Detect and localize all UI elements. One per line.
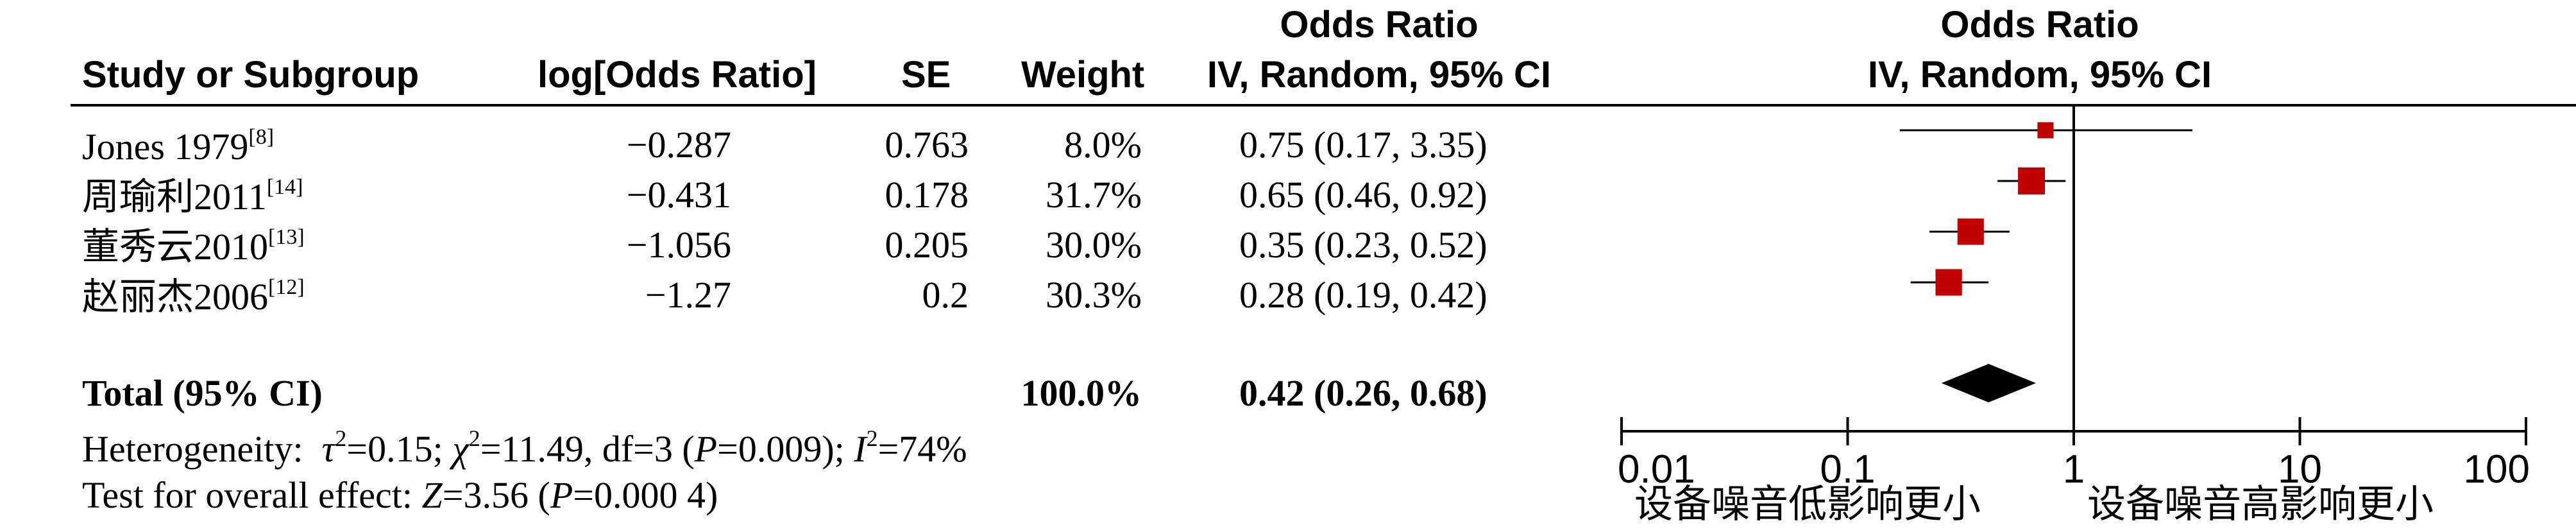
study-name: 周瑜利2011[14] (82, 175, 303, 218)
x-tick-label: 0.01 (1618, 447, 1695, 492)
study-name: 董秀云2010[13] (82, 225, 305, 268)
axis-label-right: 设备噪音高影响更小 (2087, 482, 2434, 527)
pooled-diamond (1941, 364, 2036, 402)
study-se: 0.205 (885, 224, 969, 266)
overall-effect-line: Test for overall effect: Z=3.56 (P=0.000… (82, 474, 718, 516)
x-tick-label: 10 (2278, 447, 2322, 492)
study-se: 0.2 (922, 274, 969, 316)
study-marker (1935, 269, 1962, 296)
x-tick-label: 100 (2464, 447, 2530, 492)
header-log-or: log[Odds Ratio] (538, 54, 817, 96)
study-weight: 30.0% (1046, 224, 1142, 266)
x-tick-label: 0.1 (1820, 447, 1875, 492)
header-se: SE (901, 54, 951, 96)
axis-label-left: 设备噪音低影响更小 (1634, 482, 1981, 527)
study-se: 0.178 (885, 174, 969, 216)
x-tick-label: 1 (2063, 447, 2085, 492)
study-name: Jones 1979[8] (82, 125, 275, 167)
total-weight: 100.0% (1021, 372, 1142, 414)
study-name: 赵丽杰2006[12] (82, 275, 305, 318)
study-marker (1957, 218, 1984, 245)
study-log-or: −1.27 (645, 274, 731, 316)
study-log-or: −1.056 (626, 224, 731, 266)
study-se: 0.763 (885, 124, 969, 166)
header-or-method: IV, Random, 95% CI (1207, 54, 1552, 96)
study-log-or: −0.431 (626, 174, 731, 216)
total-ci: 0.42 (0.26, 0.68) (1239, 372, 1487, 414)
total-label: Total (95% CI) (82, 372, 323, 414)
study-ci: 0.65 (0.46, 0.92) (1239, 174, 1487, 216)
study-ci: 0.28 (0.19, 0.42) (1239, 274, 1487, 316)
study-marker (2018, 167, 2046, 194)
study-weight: 8.0% (1064, 124, 1142, 166)
study-marker (2037, 122, 2054, 139)
study-log-or: −0.287 (626, 124, 731, 166)
heterogeneity-line: Heterogeneity: τ2=0.15; χ2=11.49, df=3 (… (82, 425, 967, 470)
study-ci: 0.35 (0.23, 0.52) (1239, 224, 1487, 266)
header-weight: Weight (1021, 54, 1145, 96)
header-study: Study or Subgroup (82, 54, 419, 96)
plot-header-method: IV, Random, 95% CI (1867, 54, 2212, 96)
study-weight: 31.7% (1046, 174, 1142, 216)
study-ci: 0.75 (0.17, 3.35) (1239, 124, 1487, 166)
plot-header-title: Odds Ratio (1940, 4, 2139, 46)
header-or-title: Odds Ratio (1280, 4, 1479, 46)
study-weight: 30.3% (1046, 274, 1142, 316)
header-rule (71, 104, 2576, 107)
